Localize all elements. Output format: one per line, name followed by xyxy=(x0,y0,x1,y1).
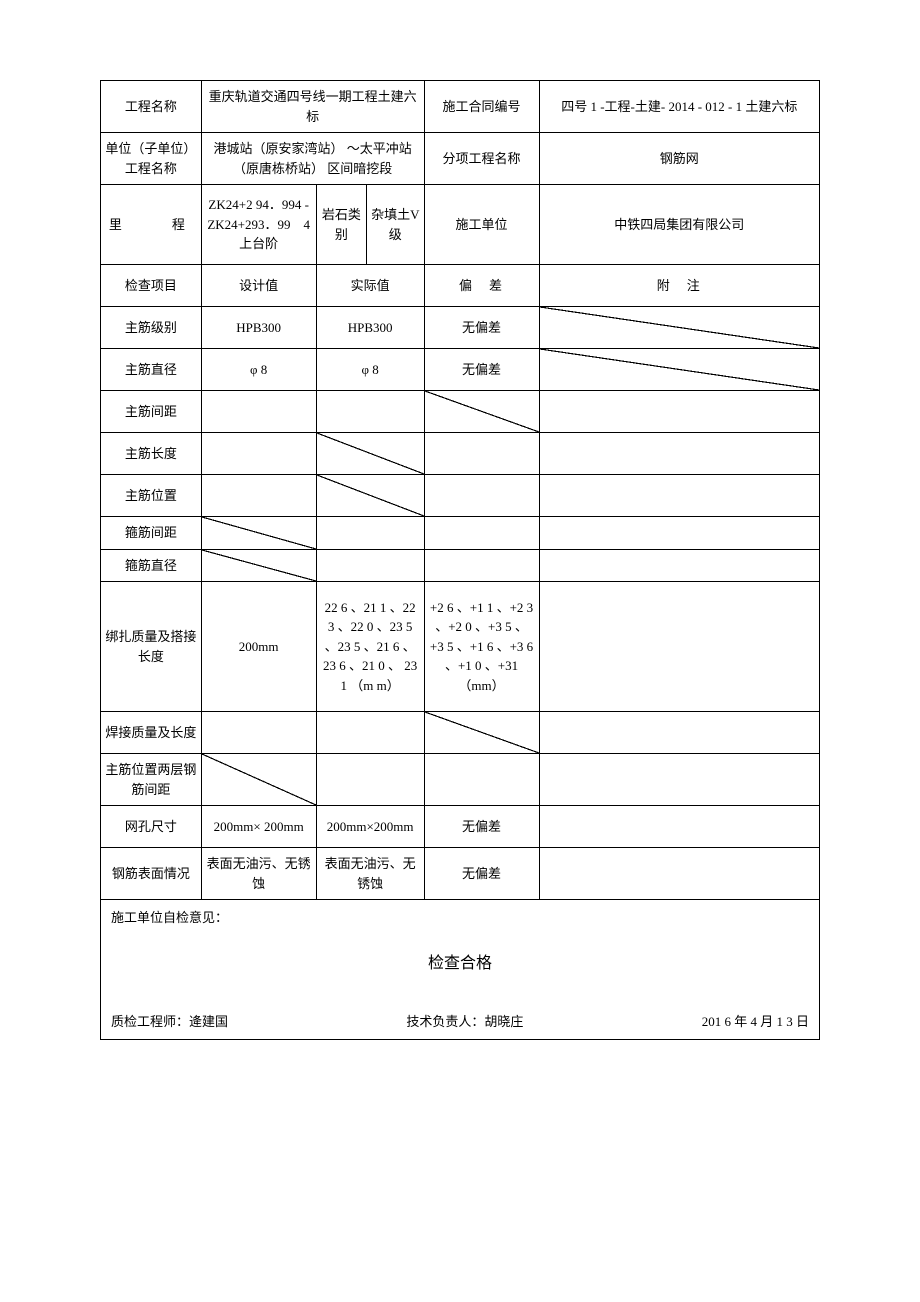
row-9-item: 焊接质量及长度 xyxy=(101,712,202,754)
row-9-actual xyxy=(316,712,424,754)
row-10-note xyxy=(539,754,819,806)
row-5-dev xyxy=(424,475,539,517)
label-mileage: 里 程 xyxy=(101,185,202,265)
row-12-item: 钢筋表面情况 xyxy=(101,848,202,900)
row-5-note xyxy=(539,475,819,517)
row-3-design xyxy=(201,391,316,433)
row-8-note xyxy=(539,582,819,712)
row-8-item: 绑扎质量及搭接长度 xyxy=(101,582,202,712)
row-7-actual xyxy=(316,549,424,582)
value-project-name: 重庆轨道交通四号线一期工程土建六标 xyxy=(201,81,424,133)
label-rock-type: 岩石类别 xyxy=(316,185,366,265)
inspection-table: 工程名称 重庆轨道交通四号线一期工程土建六标 施工合同编号 四号 1 -工程-土… xyxy=(100,80,820,1040)
row-1-design: HPB300 xyxy=(201,307,316,349)
row-11-dev: 无偏差 xyxy=(424,806,539,848)
row-8-dev: +2 6 、+1 1 、+2 3 、+2 0 、+3 5 、+3 5 、+1 6… xyxy=(424,582,539,712)
sign-qc-engineer: 质检工程师：逄建国 xyxy=(111,1012,228,1032)
label-sub-project: 分项工程名称 xyxy=(424,133,539,185)
row-6-design xyxy=(201,517,316,550)
row-3-item: 主筋间距 xyxy=(101,391,202,433)
row-3-actual xyxy=(316,391,424,433)
row-2-dev: 无偏差 xyxy=(424,349,539,391)
value-constructor: 中铁四局集团有限公司 xyxy=(539,185,819,265)
row-8-actual: 22 6 、21 1 、22 3 、22 0 、23 5 、23 5 、21 6… xyxy=(316,582,424,712)
row-7-note xyxy=(539,549,819,582)
sign-date: 201 6 年 4 月 1 3 日 xyxy=(702,1012,809,1032)
row-9-note xyxy=(539,712,819,754)
col-actual-value: 实际值 xyxy=(316,265,424,307)
row-6-item: 箍筋间距 xyxy=(101,517,202,550)
row-6-note xyxy=(539,517,819,550)
row-1-actual: HPB300 xyxy=(316,307,424,349)
col-deviation: 偏 差 xyxy=(424,265,539,307)
col-inspect-item: 检查项目 xyxy=(101,265,202,307)
row-5-item: 主筋位置 xyxy=(101,475,202,517)
col-design-value: 设计值 xyxy=(201,265,316,307)
label-project-name: 工程名称 xyxy=(101,81,202,133)
row-11-design: 200mm× 200mm xyxy=(201,806,316,848)
row-2-design: φ 8 xyxy=(201,349,316,391)
footer-cell: 施工单位自检意见： 检查合格 质检工程师：逄建国 技术负责人：胡晓庄 201 6… xyxy=(101,900,820,1040)
row-2-actual: φ 8 xyxy=(316,349,424,391)
row-11-actual: 200mm×200mm xyxy=(316,806,424,848)
row-10-dev xyxy=(424,754,539,806)
value-mileage: ZK24+2 94．994 -ZK24+293．99 4 上台阶 xyxy=(201,185,316,265)
row-7-item: 箍筋直径 xyxy=(101,549,202,582)
row-12-dev: 无偏差 xyxy=(424,848,539,900)
value-sub-project: 钢筋网 xyxy=(539,133,819,185)
row-12-note xyxy=(539,848,819,900)
footer-signatures: 质检工程师：逄建国 技术负责人：胡晓庄 201 6 年 4 月 1 3 日 xyxy=(111,1012,809,1032)
row-1-item: 主筋级别 xyxy=(101,307,202,349)
row-6-actual xyxy=(316,517,424,550)
row-3-dev xyxy=(424,391,539,433)
row-4-actual xyxy=(316,433,424,475)
row-12-design: 表面无油污、无锈蚀 xyxy=(201,848,316,900)
row-5-design xyxy=(201,475,316,517)
row-9-dev xyxy=(424,712,539,754)
row-7-dev xyxy=(424,549,539,582)
row-4-dev xyxy=(424,433,539,475)
row-12-actual: 表面无油污、无锈蚀 xyxy=(316,848,424,900)
row-11-item: 网孔尺寸 xyxy=(101,806,202,848)
row-6-dev xyxy=(424,517,539,550)
row-8-design: 200mm xyxy=(201,582,316,712)
row-10-design xyxy=(201,754,316,806)
row-10-item: 主筋位置两层钢筋间距 xyxy=(101,754,202,806)
footer-title: 施工单位自检意见： xyxy=(111,908,809,928)
label-unit-project: 单位（子单位）工程名称 xyxy=(101,133,202,185)
row-2-item: 主筋直径 xyxy=(101,349,202,391)
col-note: 附 注 xyxy=(539,265,819,307)
row-9-design xyxy=(201,712,316,754)
label-constructor: 施工单位 xyxy=(424,185,539,265)
value-rock-type: 杂填土V 级 xyxy=(367,185,425,265)
row-1-dev: 无偏差 xyxy=(424,307,539,349)
value-contract-no: 四号 1 -工程-土建- 2014 - 012 - 1 土建六标 xyxy=(539,81,819,133)
row-10-actual xyxy=(316,754,424,806)
row-7-design xyxy=(201,549,316,582)
row-4-item: 主筋长度 xyxy=(101,433,202,475)
row-2-note xyxy=(539,349,819,391)
value-unit-project: 港城站（原安家湾站） ～太平冲站（原唐栋桥站） 区间暗挖段 xyxy=(201,133,424,185)
row-3-note xyxy=(539,391,819,433)
row-4-design xyxy=(201,433,316,475)
row-4-note xyxy=(539,433,819,475)
row-11-note xyxy=(539,806,819,848)
label-contract-no: 施工合同编号 xyxy=(424,81,539,133)
row-1-note xyxy=(539,307,819,349)
footer-result: 检查合格 xyxy=(111,952,809,976)
sign-tech-lead: 技术负责人：胡晓庄 xyxy=(406,1012,523,1032)
row-5-actual xyxy=(316,475,424,517)
